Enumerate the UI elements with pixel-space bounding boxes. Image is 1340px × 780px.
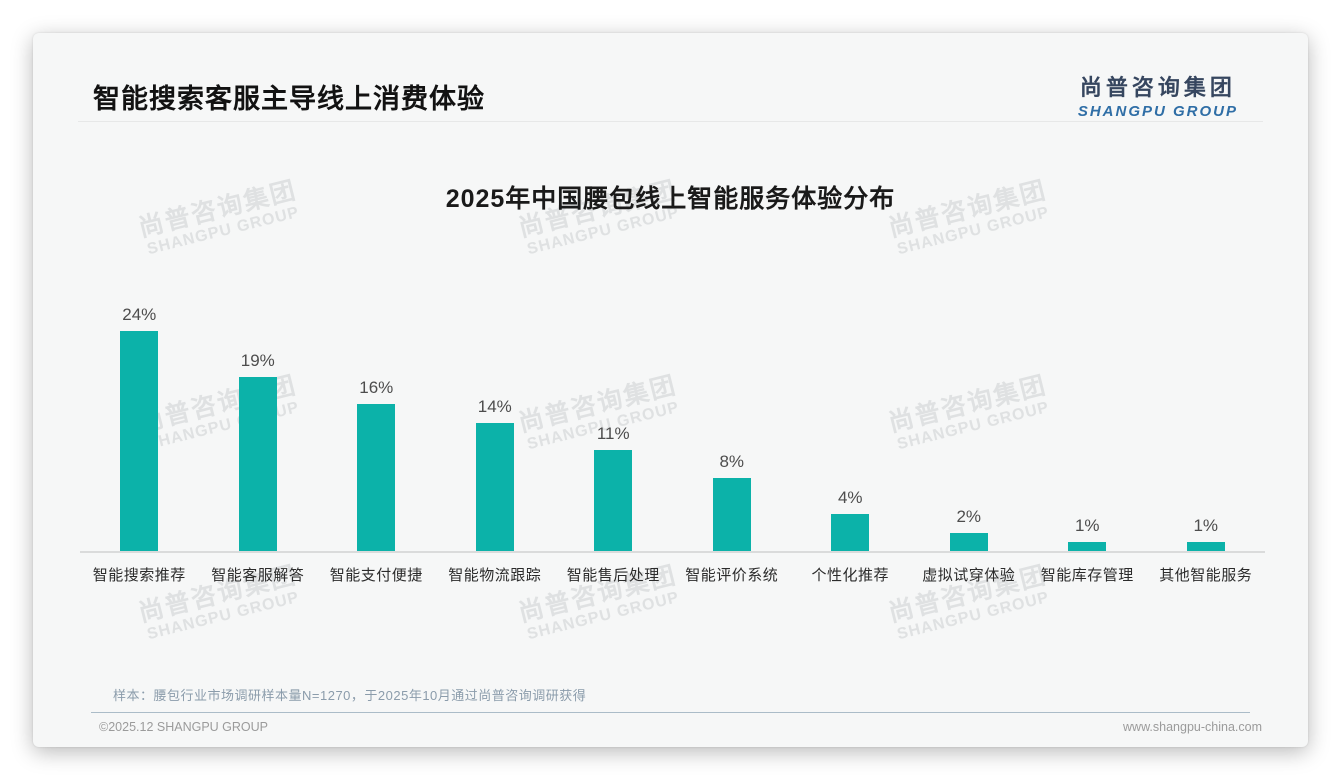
bar-slot: 14% [436,293,555,551]
bar-value-label: 4% [837,488,863,507]
logo-text-en: SHANGPU GROUP [1077,103,1238,120]
bar-slot: 1% [1147,293,1266,551]
bar [1186,542,1225,551]
logo-text-cn: 尚普咨询集团 [1079,75,1236,100]
bar-slot: 24% [80,293,199,551]
header-divider [78,121,1263,122]
bar-value-label: 11% [596,424,630,443]
bar-value-label: 16% [359,378,394,397]
footer-divider [91,712,1250,713]
bar [949,533,988,551]
bar [357,404,396,551]
company-logo: 尚普咨询集团 SHANGPU GROUP [1078,70,1238,120]
bar-slot: 11% [554,293,673,551]
watermark-text-en: SHANGPU GROUP [895,588,1052,644]
bar-slot: 19% [199,293,318,551]
bar-value-label: 2% [956,507,982,526]
bar-chart-plot-area: 24% 19% 16% 14% 11% 8% 4% 2% 1% 1% [80,293,1265,553]
category-label: 智能库存管理 [1040,567,1134,584]
bar-slot: 16% [317,293,436,551]
bar-value-label: 8% [719,452,745,471]
bar-value-label: 24% [122,305,157,324]
category-label: 虚拟试穿体验 [922,567,1016,584]
category-label: 智能物流跟踪 [448,567,542,584]
category-label: 智能客服解答 [211,567,305,584]
bar-value-label: 14% [477,397,512,416]
bar [594,450,633,551]
category-label: 个性化推荐 [811,567,889,584]
category-label: 智能评价系统 [685,567,779,584]
report-card: 尚普咨询集团 SHANGPU GROUP 尚普咨询集团 SHANGPU GROUP 尚普… [33,33,1308,747]
x-axis-category-labels: 智能搜索推荐 智能客服解答 智能支付便捷 智能物流跟踪 智能售后处理 智能评价系统 个性化推… [80,564,1265,585]
category-label: 智能售后处理 [566,567,660,584]
category-label: 智能搜索推荐 [92,567,186,584]
category-label: 其他智能服务 [1159,567,1253,584]
page-title: 智能搜索客服主导线上消费体验 [93,84,485,114]
bar [712,478,751,551]
watermark-text-en: SHANGPU GROUP [525,588,682,644]
website-url: www.shangpu-china.com [1123,720,1262,734]
bar [238,377,277,551]
bar-value-label: 19% [240,351,275,370]
watermark-text-en: SHANGPU GROUP [145,588,302,644]
bar [120,331,159,551]
bar-value-label: 1% [1074,516,1100,535]
chart-title: 2025年中国腰包线上智能服务体验分布 [445,185,896,213]
footer: ©2025.12 SHANGPU GROUP www.shangpu-china… [99,720,1262,734]
category-label: 智能支付便捷 [329,567,423,584]
bar-value-label: 1% [1193,516,1219,535]
bar-slot: 8% [673,293,792,551]
sample-footnote: 样本：腰包行业市场调研样本量N=1270，于2025年10月通过尚普咨询调研获得 [113,688,587,703]
bar-slot: 4% [791,293,910,551]
bar [1068,542,1107,551]
bar [475,423,514,551]
copyright-text: ©2025.12 SHANGPU GROUP [99,720,268,734]
bar [831,514,870,551]
bar-slot: 2% [910,293,1029,551]
bar-slot: 1% [1028,293,1147,551]
